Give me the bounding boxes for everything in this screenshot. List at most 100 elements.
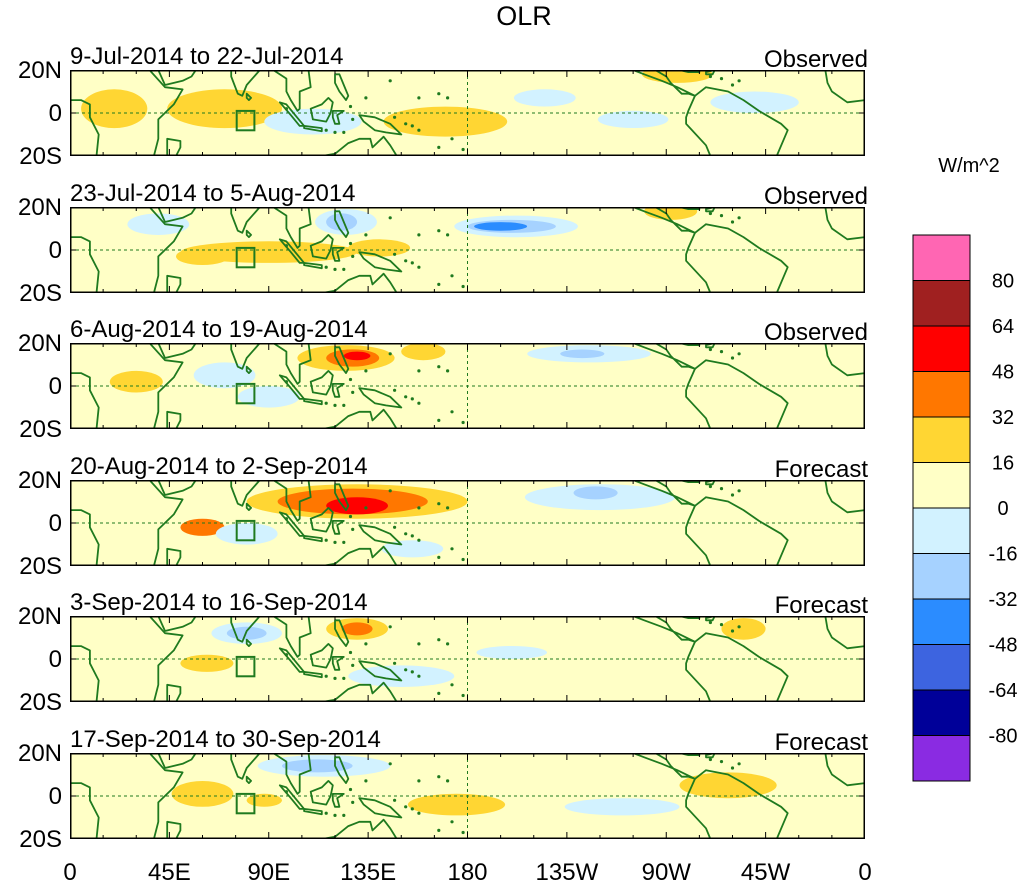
lat-label: 20N (18, 740, 62, 767)
island-dot (730, 766, 735, 770)
panel-period: 20-Aug-2014 to 2-Sep-2014 (70, 453, 368, 480)
anomaly-contour (642, 70, 713, 83)
island-dot (393, 525, 397, 529)
lat-label: 20S (19, 143, 62, 170)
coastline-arabia (157, 753, 197, 769)
island-dot (348, 650, 353, 655)
island-dot (284, 107, 288, 111)
coastline-arabia (157, 70, 197, 86)
colorbar-level-label: 32 (992, 407, 1014, 429)
colorbar-units: W/m^2 (938, 155, 1000, 177)
island-dot (348, 787, 353, 792)
island-dot (719, 623, 724, 627)
panel-period: 17-Sep-2014 to 30-Sep-2014 (70, 726, 381, 753)
island-dot (351, 800, 355, 804)
island-dot (446, 369, 450, 373)
island-dot (351, 663, 355, 667)
coastline-west-africa-east (824, 343, 865, 377)
colorbar-level-label: -16 (989, 544, 1018, 566)
lon-label: 0 (63, 859, 76, 886)
index-box (235, 519, 256, 542)
island-dot (410, 807, 414, 811)
island-dot (708, 757, 713, 762)
coastline-central-america (632, 70, 696, 97)
lon-label: 135W (536, 859, 599, 886)
coastline-borneo (309, 96, 334, 123)
island-dot (417, 506, 421, 510)
anomaly-contour (679, 772, 777, 799)
coastline-philippines (334, 210, 350, 239)
island-dot (446, 779, 450, 783)
colorbar-swatch (912, 507, 971, 554)
island-dot (461, 693, 465, 698)
island-dot (351, 117, 355, 121)
island-dot (410, 534, 414, 538)
coastline-west-africa-east (824, 616, 865, 650)
island-dot (324, 674, 328, 678)
island-dot (351, 254, 355, 258)
island-dot (437, 145, 441, 149)
island-dot (719, 760, 724, 764)
island-dot (393, 388, 397, 392)
lat-label: 0 (49, 373, 62, 400)
coastline-new-guinea (358, 797, 403, 819)
coastline-new-guinea (358, 114, 403, 136)
lat-label: 20N (18, 467, 62, 494)
island-dot (437, 365, 441, 369)
island-dot (708, 620, 713, 625)
coastline-sri-lanka (245, 365, 253, 375)
coastline-madagascar (166, 410, 182, 429)
island-dot (437, 555, 441, 559)
island-dot (348, 514, 353, 519)
island-dot (450, 683, 454, 687)
coastline-borneo (309, 506, 334, 533)
index-box (235, 792, 256, 815)
coastline-australia (320, 818, 398, 839)
coastline-new-guinea (358, 660, 403, 682)
panel-map (70, 753, 865, 839)
lat-label: 0 (49, 783, 62, 810)
island-dot (737, 625, 741, 629)
coastline-south-america (685, 223, 789, 293)
island-dot (437, 775, 441, 779)
chart-title: OLR (496, 1, 552, 31)
coastline-sulawesi (331, 656, 345, 671)
anomaly-contour (171, 781, 234, 807)
anomaly-contour (597, 110, 669, 128)
island-dot (708, 347, 713, 352)
coastline-west-africa-east (824, 480, 865, 514)
panel-map (70, 70, 865, 156)
panel-map (70, 480, 865, 566)
island-dot (417, 811, 421, 815)
coastline-sri-lanka (245, 92, 253, 102)
island-dot (324, 128, 328, 132)
coastline-philippines (334, 619, 350, 648)
island-dot (364, 779, 368, 783)
island-dot (388, 216, 392, 220)
island-dot (461, 147, 465, 152)
island-dot (437, 502, 441, 506)
index-box (235, 109, 256, 132)
island-dot (410, 261, 414, 265)
island-dot (351, 527, 355, 531)
island-dot (348, 241, 353, 246)
island-dot (410, 124, 414, 128)
island-dot (284, 517, 288, 521)
anomaly-contour (644, 207, 698, 220)
coastline-indochina (272, 343, 312, 385)
colorbar-swatch (912, 371, 971, 418)
anomaly-contour (326, 497, 388, 515)
island-dot (730, 83, 735, 87)
coastline-west-africa-east (824, 207, 865, 241)
anomaly-contour (476, 646, 547, 659)
longitude-axis: 0 45E 90E 135E 180 135W 90W 45W 0 (63, 859, 871, 886)
island-dot (342, 813, 346, 817)
anomaly-contour (573, 486, 618, 500)
colorbar-level-label: 48 (992, 362, 1014, 384)
colorbar-level-label: 16 (992, 453, 1014, 475)
coastline-central-america (632, 753, 696, 780)
coastline-australia (320, 545, 398, 566)
coastline-borneo (309, 642, 334, 669)
coastline-java (303, 262, 323, 270)
island-dot (719, 77, 724, 81)
